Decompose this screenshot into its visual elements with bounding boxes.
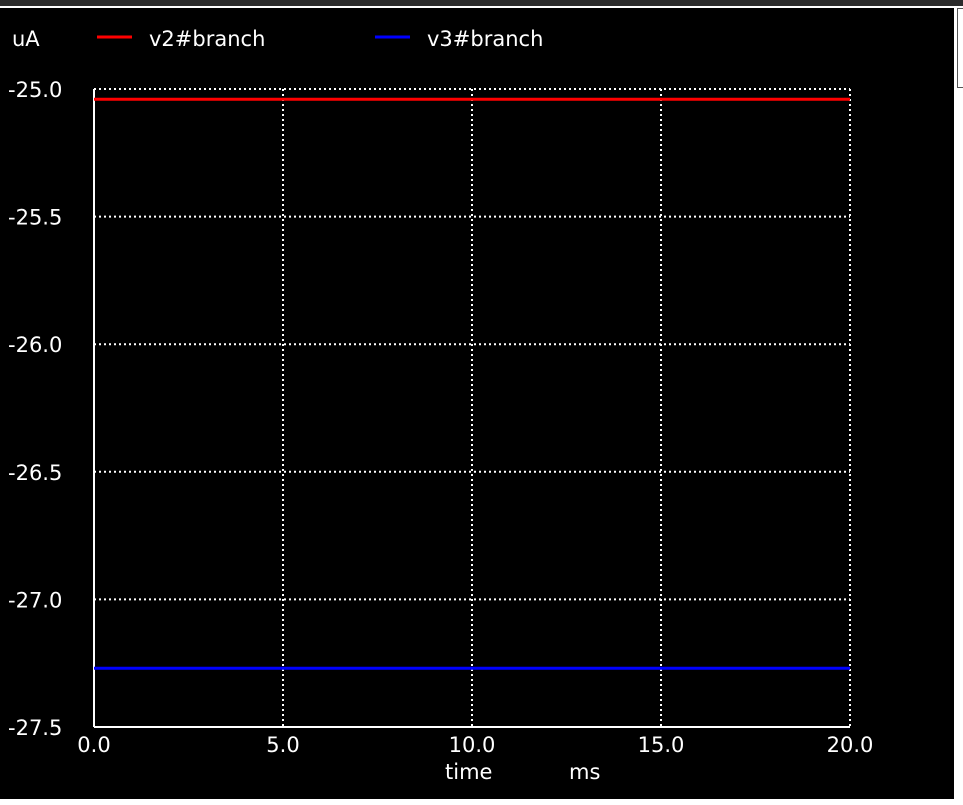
- x-tick-label: 10.0: [449, 733, 496, 757]
- x-tick-label: 5.0: [266, 733, 299, 757]
- plot-area[interactable]: uA time ms -25.0 -25.5 -26.0 -26.5 -27.0 -27.…: [0, 8, 954, 799]
- x-axis-label: time: [445, 760, 492, 784]
- side-panel-edge: [957, 8, 963, 88]
- axis-layer: [93, 89, 850, 728]
- y-tick-label: -25.0: [8, 78, 62, 102]
- x-unit-label: ms: [569, 760, 600, 784]
- label-layer: uA time ms -25.0 -25.5 -26.0 -26.5 -27.0 -27.…: [8, 27, 873, 784]
- y-tick-label: -27.0: [8, 588, 62, 612]
- grid-layer: [93, 88, 851, 728]
- chart-svg: uA time ms -25.0 -25.5 -26.0 -26.5 -27.0 -27.…: [8, 27, 873, 784]
- legend-label: v2#branch: [149, 27, 265, 51]
- y-tick-label: -26.5: [8, 461, 62, 485]
- y-tick-label: -26.0: [8, 333, 62, 357]
- legend-label: v3#branch: [427, 27, 543, 51]
- x-tick-label: 15.0: [638, 733, 685, 757]
- x-tick-label: 0.0: [77, 733, 110, 757]
- y-tick-label: -25.5: [8, 206, 62, 230]
- series-layer: [94, 97, 850, 670]
- x-tick-label: 20.0: [827, 733, 874, 757]
- legend: v2#branch v3#branch: [97, 27, 543, 51]
- y-unit-label: uA: [12, 27, 40, 51]
- y-tick-label: -27.5: [8, 716, 62, 740]
- window-top-border: [0, 0, 963, 6]
